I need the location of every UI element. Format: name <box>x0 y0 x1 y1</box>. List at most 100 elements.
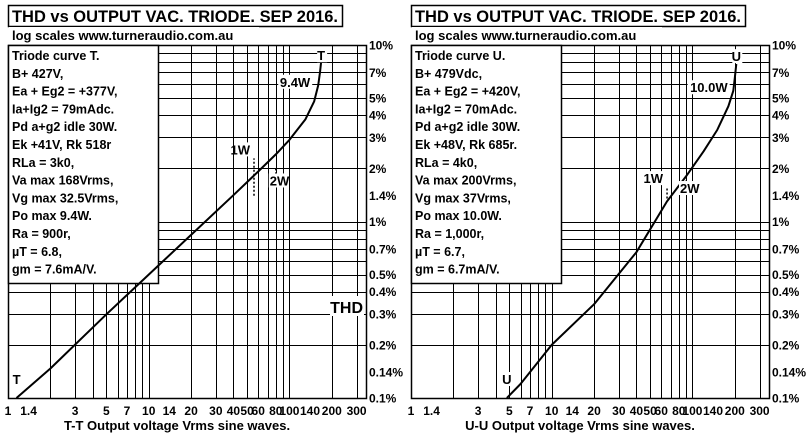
x-tick-label: 14 <box>163 404 177 418</box>
x-axis-label: T-T Output voltage Vrms sine waves. <box>64 418 290 433</box>
x-tick-label: 7 <box>527 404 534 418</box>
x-tick-label: 40 <box>630 404 644 418</box>
y-tick-label: 0.3% <box>772 307 800 321</box>
info-line: Ek +48V, Rk 685r. <box>415 138 517 152</box>
annotation-backing <box>268 173 287 188</box>
y-tick-label-backing <box>368 65 404 80</box>
annotation-backing <box>234 142 253 157</box>
chart-title: THD vs OUTPUT VAC. TRIODE. SEP 2016. <box>415 7 741 26</box>
x-tick-label: 20 <box>587 404 601 418</box>
chart-title-box: THD vs OUTPUT VAC. TRIODE. SEP 2016. <box>7 4 344 28</box>
y-tick-label-backing <box>771 391 807 405</box>
y-tick-label-backing <box>771 108 807 123</box>
y-tick-label-backing <box>771 91 807 106</box>
title-frame <box>7 4 344 28</box>
annotation-backing <box>278 74 313 89</box>
y-tick-label-backing <box>771 161 807 176</box>
y-tick-label-backing <box>368 130 404 145</box>
x-tick-label: 20 <box>184 404 198 418</box>
y-tick-label: 3% <box>772 131 790 145</box>
annotation-backing <box>647 171 666 186</box>
y-tick-label: 10% <box>369 39 393 53</box>
info-line: Triode curve U. <box>415 49 505 63</box>
y-tick-label-backing <box>771 241 807 256</box>
x-tick-label: 1 <box>5 404 12 418</box>
y-tick-label-backing <box>368 91 404 106</box>
annotation-label: U <box>502 372 511 387</box>
subtitle-backing <box>412 27 662 44</box>
info-line: Ek +41V, Rk 518r <box>12 138 111 152</box>
y-tick-label-backing <box>771 38 807 52</box>
x-tick-label: 10 <box>545 404 559 418</box>
annotation-label: 1W <box>644 171 664 186</box>
x-tick-label: 1.4 <box>20 404 37 418</box>
x-tick-label: 140 <box>300 404 320 418</box>
x-tick-label: 5 <box>103 404 110 418</box>
thd-curve-u <box>506 63 738 399</box>
annotation-backing <box>732 49 743 64</box>
chart-triode-u: THD vs OUTPUT VAC. TRIODE. SEP 2016. log … <box>408 4 807 433</box>
x-tick-label: 14 <box>566 404 580 418</box>
annotation-label: T <box>317 48 325 63</box>
y-tick-label: 0.1% <box>369 392 397 406</box>
info-line: RLa = 3k0, <box>12 156 74 170</box>
info-box-frame <box>410 44 563 285</box>
y-tick-label-backing <box>368 365 404 380</box>
y-tick-label-backing <box>368 188 404 203</box>
info-line: Ea + Eg2 = +377V, <box>12 85 118 99</box>
y-tick-label-backing <box>368 391 404 405</box>
x-axis-label: U-U Output voltage Vrms sine waves. <box>465 418 695 433</box>
x-tick-label: 80 <box>269 404 283 418</box>
y-tick-label-backing <box>771 188 807 203</box>
info-line: Ia+Ig2 = 79mAdc. <box>12 102 114 116</box>
info-line: gm = 7.6mA/V. <box>12 263 97 277</box>
x-tick-label: 3 <box>475 404 482 418</box>
y-tick-label: 1% <box>369 215 387 229</box>
y-tick-label: 1.4% <box>772 189 800 203</box>
annotation-label: T <box>13 372 21 387</box>
info-line: µT = 6.8, <box>12 245 62 259</box>
x-tick-label: 200 <box>725 404 745 418</box>
y-tick-label: 0.7% <box>772 242 800 256</box>
x-tick-label: 50 <box>643 404 657 418</box>
x-tick-label: 7 <box>124 404 131 418</box>
x-tick-label: 5 <box>506 404 513 418</box>
annotation-label: 2W <box>270 173 290 188</box>
annotation-backing <box>679 181 698 196</box>
y-tick-label-backing <box>368 38 404 52</box>
annotation-label: 9.4W <box>280 75 311 90</box>
y-tick-label-backing <box>771 130 807 145</box>
y-tick-label: 0.14% <box>369 366 403 380</box>
y-tick-label-backing <box>368 241 404 256</box>
y-tick-label-backing <box>368 108 404 123</box>
y-tick-label: 5% <box>772 92 790 106</box>
thd-axis-label: THD <box>330 300 363 317</box>
annotation-backing <box>12 372 23 387</box>
chart-subtitle: log scales www.turneraudio.com.au <box>415 28 636 43</box>
x-tick-label: 1.4 <box>423 404 440 418</box>
x-tick-label: 30 <box>612 404 626 418</box>
info-line: Ra = 900r, <box>12 227 71 241</box>
x-tick-label: 200 <box>322 404 342 418</box>
y-tick-label-backing <box>368 284 404 299</box>
thd-label-backing <box>330 296 364 316</box>
thd-curve-t <box>15 61 323 399</box>
annotation-label: U <box>732 49 741 64</box>
y-tick-label: 0.2% <box>772 338 800 352</box>
x-tick-label: 3 <box>72 404 79 418</box>
info-line: Po max 9.4W. <box>12 209 92 223</box>
info-line: gm = 6.7mA/V. <box>415 263 500 277</box>
subtitle-backing <box>9 27 259 44</box>
info-box: Triode curve U. B+ 479Vdc, Ea + Eg2 = +420… <box>410 44 563 285</box>
x-tick-label: 60 <box>655 404 669 418</box>
info-line: B+ 479Vdc, <box>415 67 482 81</box>
y-tick-label-backing <box>771 365 807 380</box>
y-tick-label-backing <box>368 267 404 282</box>
info-box: Triode curve T. B+ 427V, Ea + Eg2 = +377V,… <box>7 44 160 285</box>
chart-title-box: THD vs OUTPUT VAC. TRIODE. SEP 2016. <box>410 4 747 28</box>
y-tick-label-backing <box>368 161 404 176</box>
info-line: Po max 10.0W. <box>415 209 502 223</box>
y-tick-label: 7% <box>369 66 387 80</box>
y-tick-label: 0.4% <box>369 285 397 299</box>
